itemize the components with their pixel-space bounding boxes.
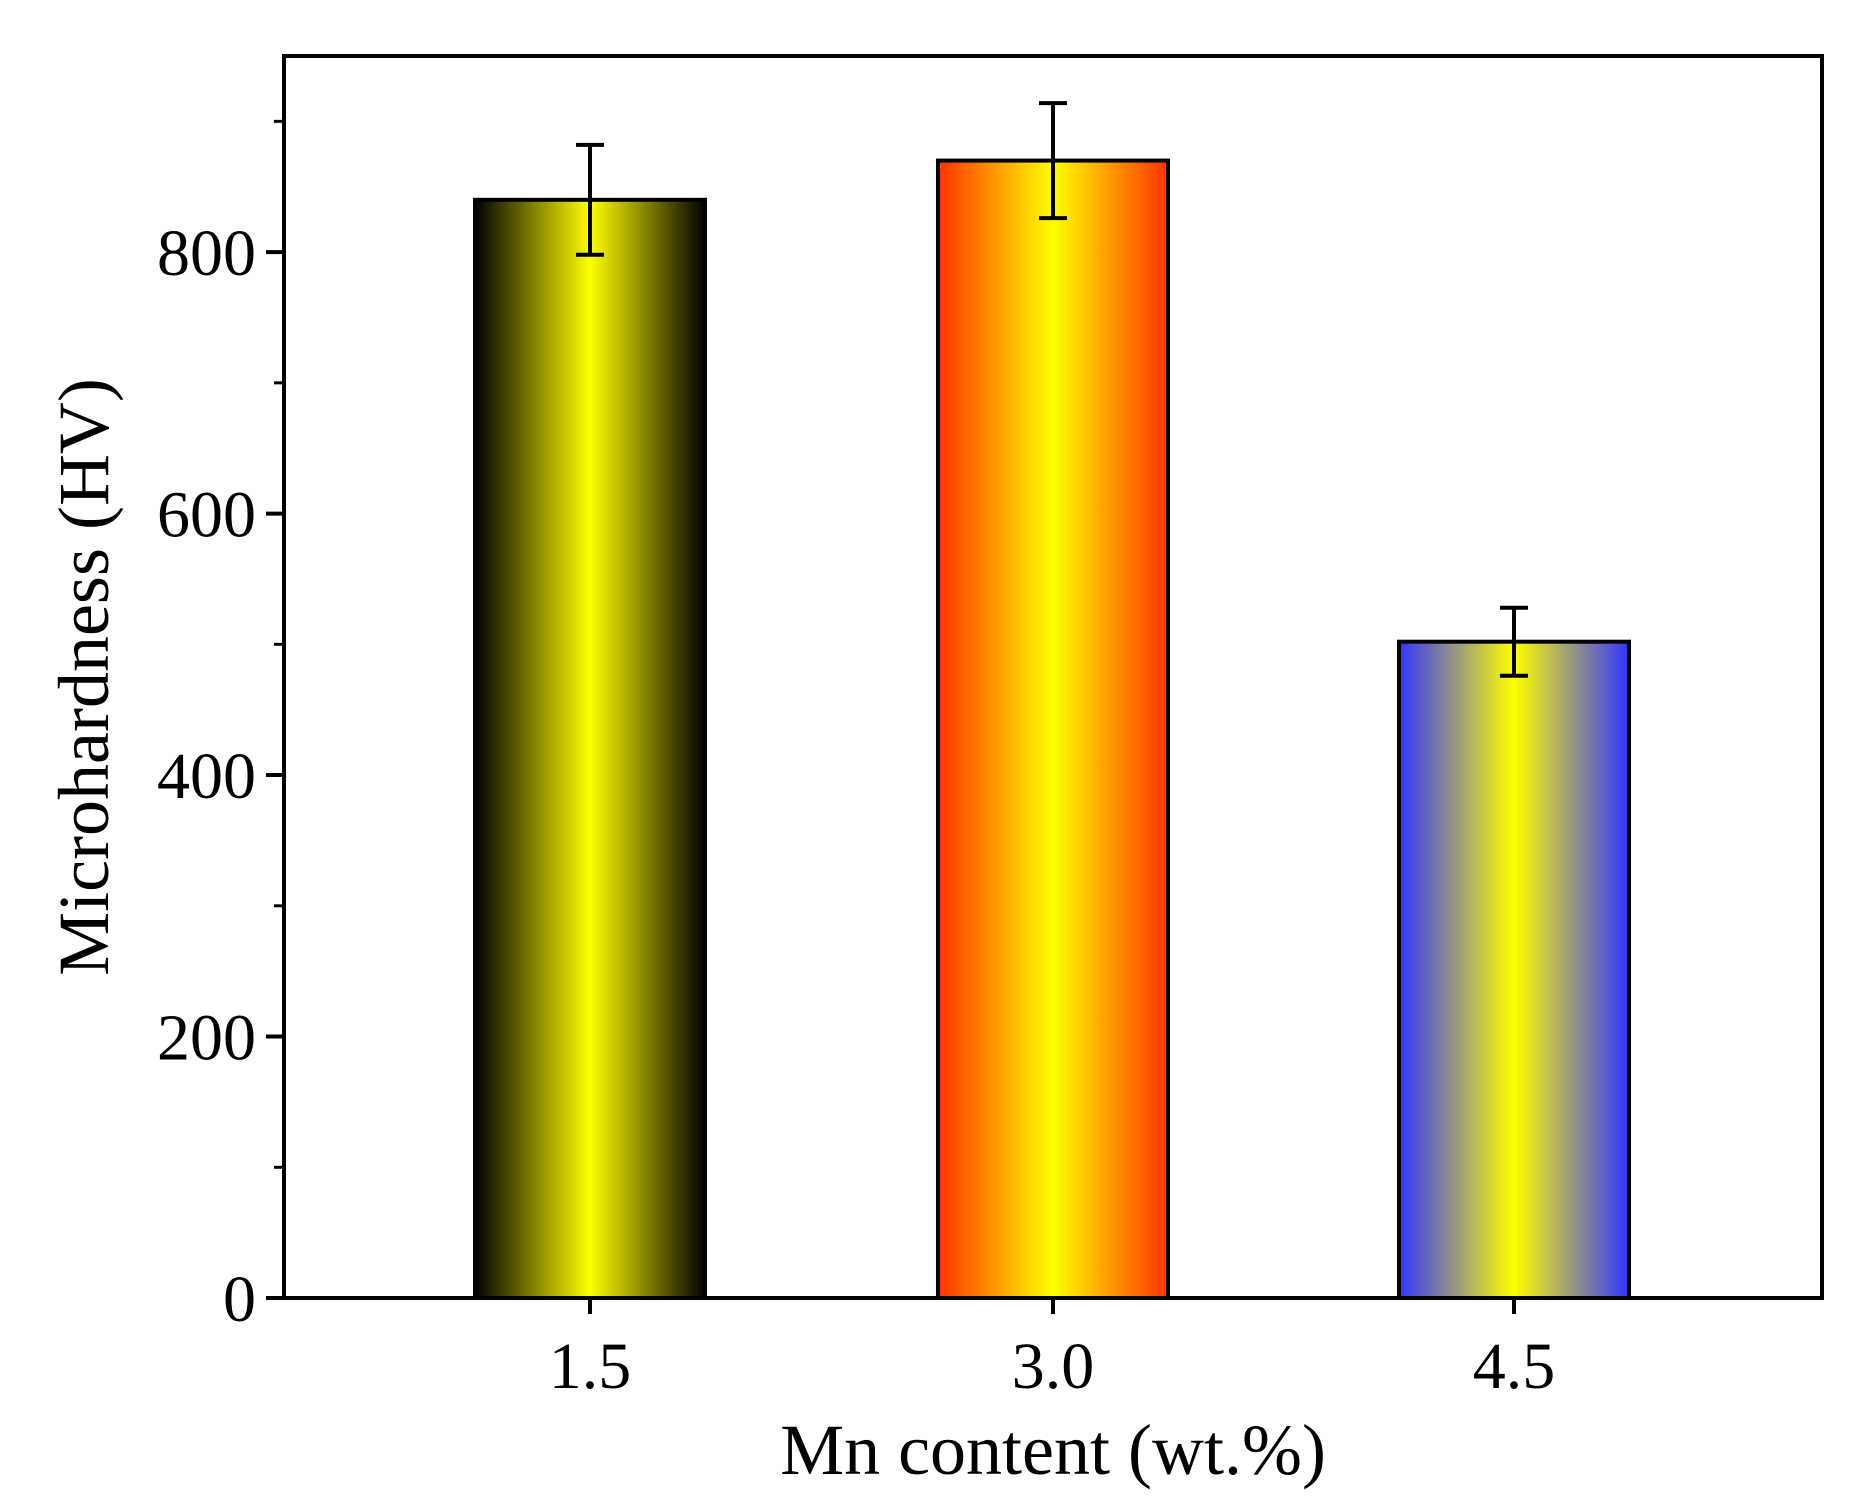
bars — [473, 158, 1631, 1300]
x-axis-label: Mn content (wt.%) — [780, 1410, 1326, 1490]
error-bar-1.5 — [576, 142, 604, 257]
error-bar-3.0 — [1039, 101, 1067, 221]
error-bars — [576, 101, 1528, 678]
bar-1.5 — [473, 197, 707, 1300]
error-bar-4.5 — [1500, 605, 1528, 678]
y-tick-label: 800 — [157, 217, 256, 290]
x-tick-label: 4.5 — [1473, 1330, 1556, 1403]
x-tick-label: 3.0 — [1012, 1330, 1095, 1403]
bar-3.0 — [936, 158, 1170, 1300]
bar-4.5 — [1397, 639, 1631, 1300]
y-tick-label: 600 — [157, 479, 256, 552]
tick-labels: 1.5 3.0 4.5 0 200 400 600 800 — [157, 217, 1555, 1403]
axis-ticks — [266, 119, 1516, 1314]
y-tick-label: 0 — [223, 1263, 256, 1336]
y-axis-label: Microhardness (HV) — [44, 378, 124, 976]
y-tick-label: 200 — [157, 1002, 256, 1075]
y-tick-label: 400 — [157, 740, 256, 813]
x-tick-label: 1.5 — [549, 1330, 632, 1403]
